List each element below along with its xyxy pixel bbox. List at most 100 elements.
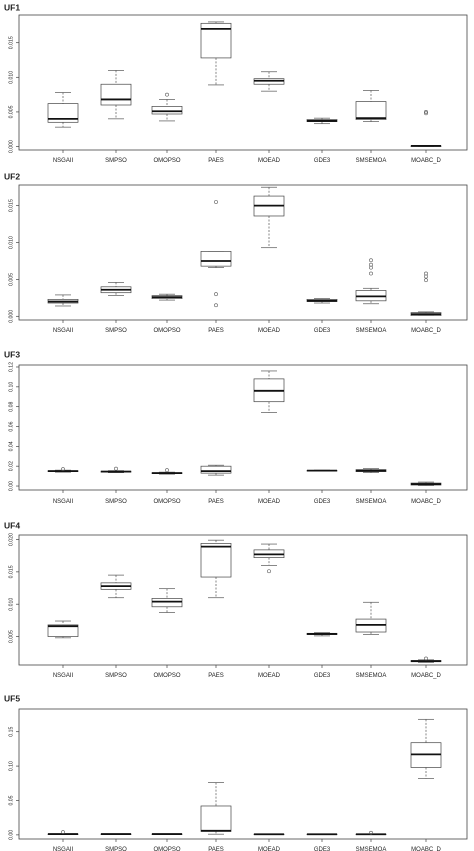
x-tick-label: SMSEMOA bbox=[356, 328, 387, 334]
y-tick-label: 0.08 bbox=[8, 402, 14, 412]
panel-title-uf5: UF5 bbox=[4, 693, 20, 703]
outlier-point bbox=[61, 467, 65, 472]
x-tick-label: MOABC_D bbox=[411, 328, 441, 334]
y-tick-label: 0.005 bbox=[8, 273, 14, 286]
x-tick-label: PAES bbox=[208, 158, 224, 164]
x-tick-label: SMSEMOA bbox=[356, 158, 387, 164]
x-tick-label: NSGAII bbox=[53, 158, 74, 164]
outlier-point bbox=[424, 278, 428, 283]
box bbox=[200, 465, 232, 474]
box bbox=[151, 106, 183, 115]
x-tick-label: NSGAII bbox=[53, 847, 74, 851]
y-tick-label: 0.06 bbox=[8, 421, 14, 431]
x-tick-label: SMPSO bbox=[105, 847, 127, 851]
x-tick-label: PAES bbox=[208, 328, 224, 334]
x-tick-label: OMOPSO bbox=[153, 499, 180, 505]
x-tick-label: MOABC_D bbox=[411, 158, 441, 164]
x-tick-label: OMOPSO bbox=[153, 328, 180, 334]
outlier-point bbox=[165, 468, 169, 473]
outlier-point bbox=[424, 111, 428, 116]
outlier-point bbox=[369, 262, 373, 267]
x-tick-label: OMOPSO bbox=[153, 158, 180, 164]
x-tick-label: SMPSO bbox=[105, 673, 127, 679]
y-tick-label: 0.05 bbox=[8, 795, 14, 805]
x-tick-label: PAES bbox=[208, 673, 224, 679]
x-tick-label: GDE3 bbox=[314, 847, 331, 851]
plot-frame bbox=[18, 364, 468, 491]
box bbox=[200, 543, 232, 578]
y-tick-label: 0.000 bbox=[8, 140, 14, 153]
y-tick-label: 0.15 bbox=[8, 727, 14, 737]
x-tick-label: SMPSO bbox=[105, 499, 127, 505]
x-tick-label: GDE3 bbox=[314, 158, 331, 164]
outlier-point bbox=[369, 830, 373, 835]
x-tick-label: SMPSO bbox=[105, 328, 127, 334]
outlier-point bbox=[424, 271, 428, 276]
x-tick-label: PAES bbox=[208, 847, 224, 851]
panel-title-uf4: UF4 bbox=[4, 520, 20, 530]
outlier-point bbox=[114, 466, 118, 471]
y-tick-label: 0.10 bbox=[8, 761, 14, 771]
outlier-point bbox=[214, 303, 218, 308]
y-tick-label: 0.010 bbox=[8, 236, 14, 249]
box bbox=[200, 251, 232, 267]
x-tick-label: SMPSO bbox=[105, 158, 127, 164]
y-tick-label: 0.02 bbox=[8, 461, 14, 471]
panel-title-uf3: UF3 bbox=[4, 349, 20, 359]
outlier-point bbox=[214, 200, 218, 204]
y-tick-label: 0.020 bbox=[8, 533, 14, 546]
outlier-point bbox=[369, 258, 373, 263]
x-tick-label: GDE3 bbox=[314, 673, 331, 679]
y-tick-label: 0.005 bbox=[8, 630, 14, 643]
x-tick-label: GDE3 bbox=[314, 328, 331, 334]
x-tick-label: MOABC_D bbox=[411, 673, 441, 679]
x-tick-label: NSGAII bbox=[53, 328, 74, 334]
outlier-point bbox=[267, 569, 271, 574]
y-tick-label: 0.10 bbox=[8, 382, 14, 392]
plot-frame bbox=[18, 708, 468, 840]
plot-frame bbox=[18, 534, 468, 666]
y-tick-label: 0.015 bbox=[8, 565, 14, 578]
plot-frame bbox=[18, 14, 468, 151]
x-tick-label: MOEAD bbox=[258, 158, 281, 164]
y-tick-label: 0.00 bbox=[8, 481, 14, 491]
box bbox=[200, 805, 232, 832]
panel-title-uf2: UF2 bbox=[4, 171, 20, 181]
box bbox=[355, 101, 387, 120]
x-tick-label: SMSEMOA bbox=[356, 499, 387, 505]
outlier-point bbox=[369, 271, 373, 276]
panel-title-uf1: UF1 bbox=[4, 2, 20, 12]
x-tick-label: PAES bbox=[208, 499, 224, 505]
x-tick-label: MOEAD bbox=[258, 499, 281, 505]
x-tick-label: SMSEMOA bbox=[356, 847, 387, 851]
x-tick-label: MOABC_D bbox=[411, 847, 441, 851]
y-tick-label: 0.04 bbox=[8, 441, 14, 451]
outlier-point bbox=[61, 830, 65, 835]
x-tick-label: MOEAD bbox=[258, 328, 281, 334]
outlier-point bbox=[165, 92, 169, 97]
y-tick-label: 0.005 bbox=[8, 105, 14, 118]
x-tick-label: MOEAD bbox=[258, 673, 281, 679]
y-tick-label: 0.00 bbox=[8, 830, 14, 840]
y-tick-label: 0.010 bbox=[8, 598, 14, 611]
box bbox=[47, 624, 79, 637]
y-tick-label: 0.000 bbox=[8, 310, 14, 323]
x-tick-label: NSGAII bbox=[53, 673, 74, 679]
y-tick-label: 0.015 bbox=[8, 199, 14, 212]
box bbox=[100, 83, 132, 106]
outlier-point bbox=[214, 292, 218, 297]
x-tick-label: GDE3 bbox=[314, 499, 331, 505]
box bbox=[151, 598, 183, 608]
x-tick-label: SMSEMOA bbox=[356, 673, 387, 679]
y-tick-label: 0.12 bbox=[8, 362, 14, 372]
y-tick-label: 0.015 bbox=[8, 36, 14, 49]
x-tick-label: MOABC_D bbox=[411, 499, 441, 505]
x-tick-label: OMOPSO bbox=[153, 673, 180, 679]
x-tick-label: OMOPSO bbox=[153, 847, 180, 851]
box bbox=[47, 103, 79, 123]
plot-frame bbox=[18, 184, 468, 321]
y-tick-label: 0.010 bbox=[8, 71, 14, 84]
x-tick-label: MOEAD bbox=[258, 847, 281, 851]
outlier-point bbox=[424, 656, 428, 661]
